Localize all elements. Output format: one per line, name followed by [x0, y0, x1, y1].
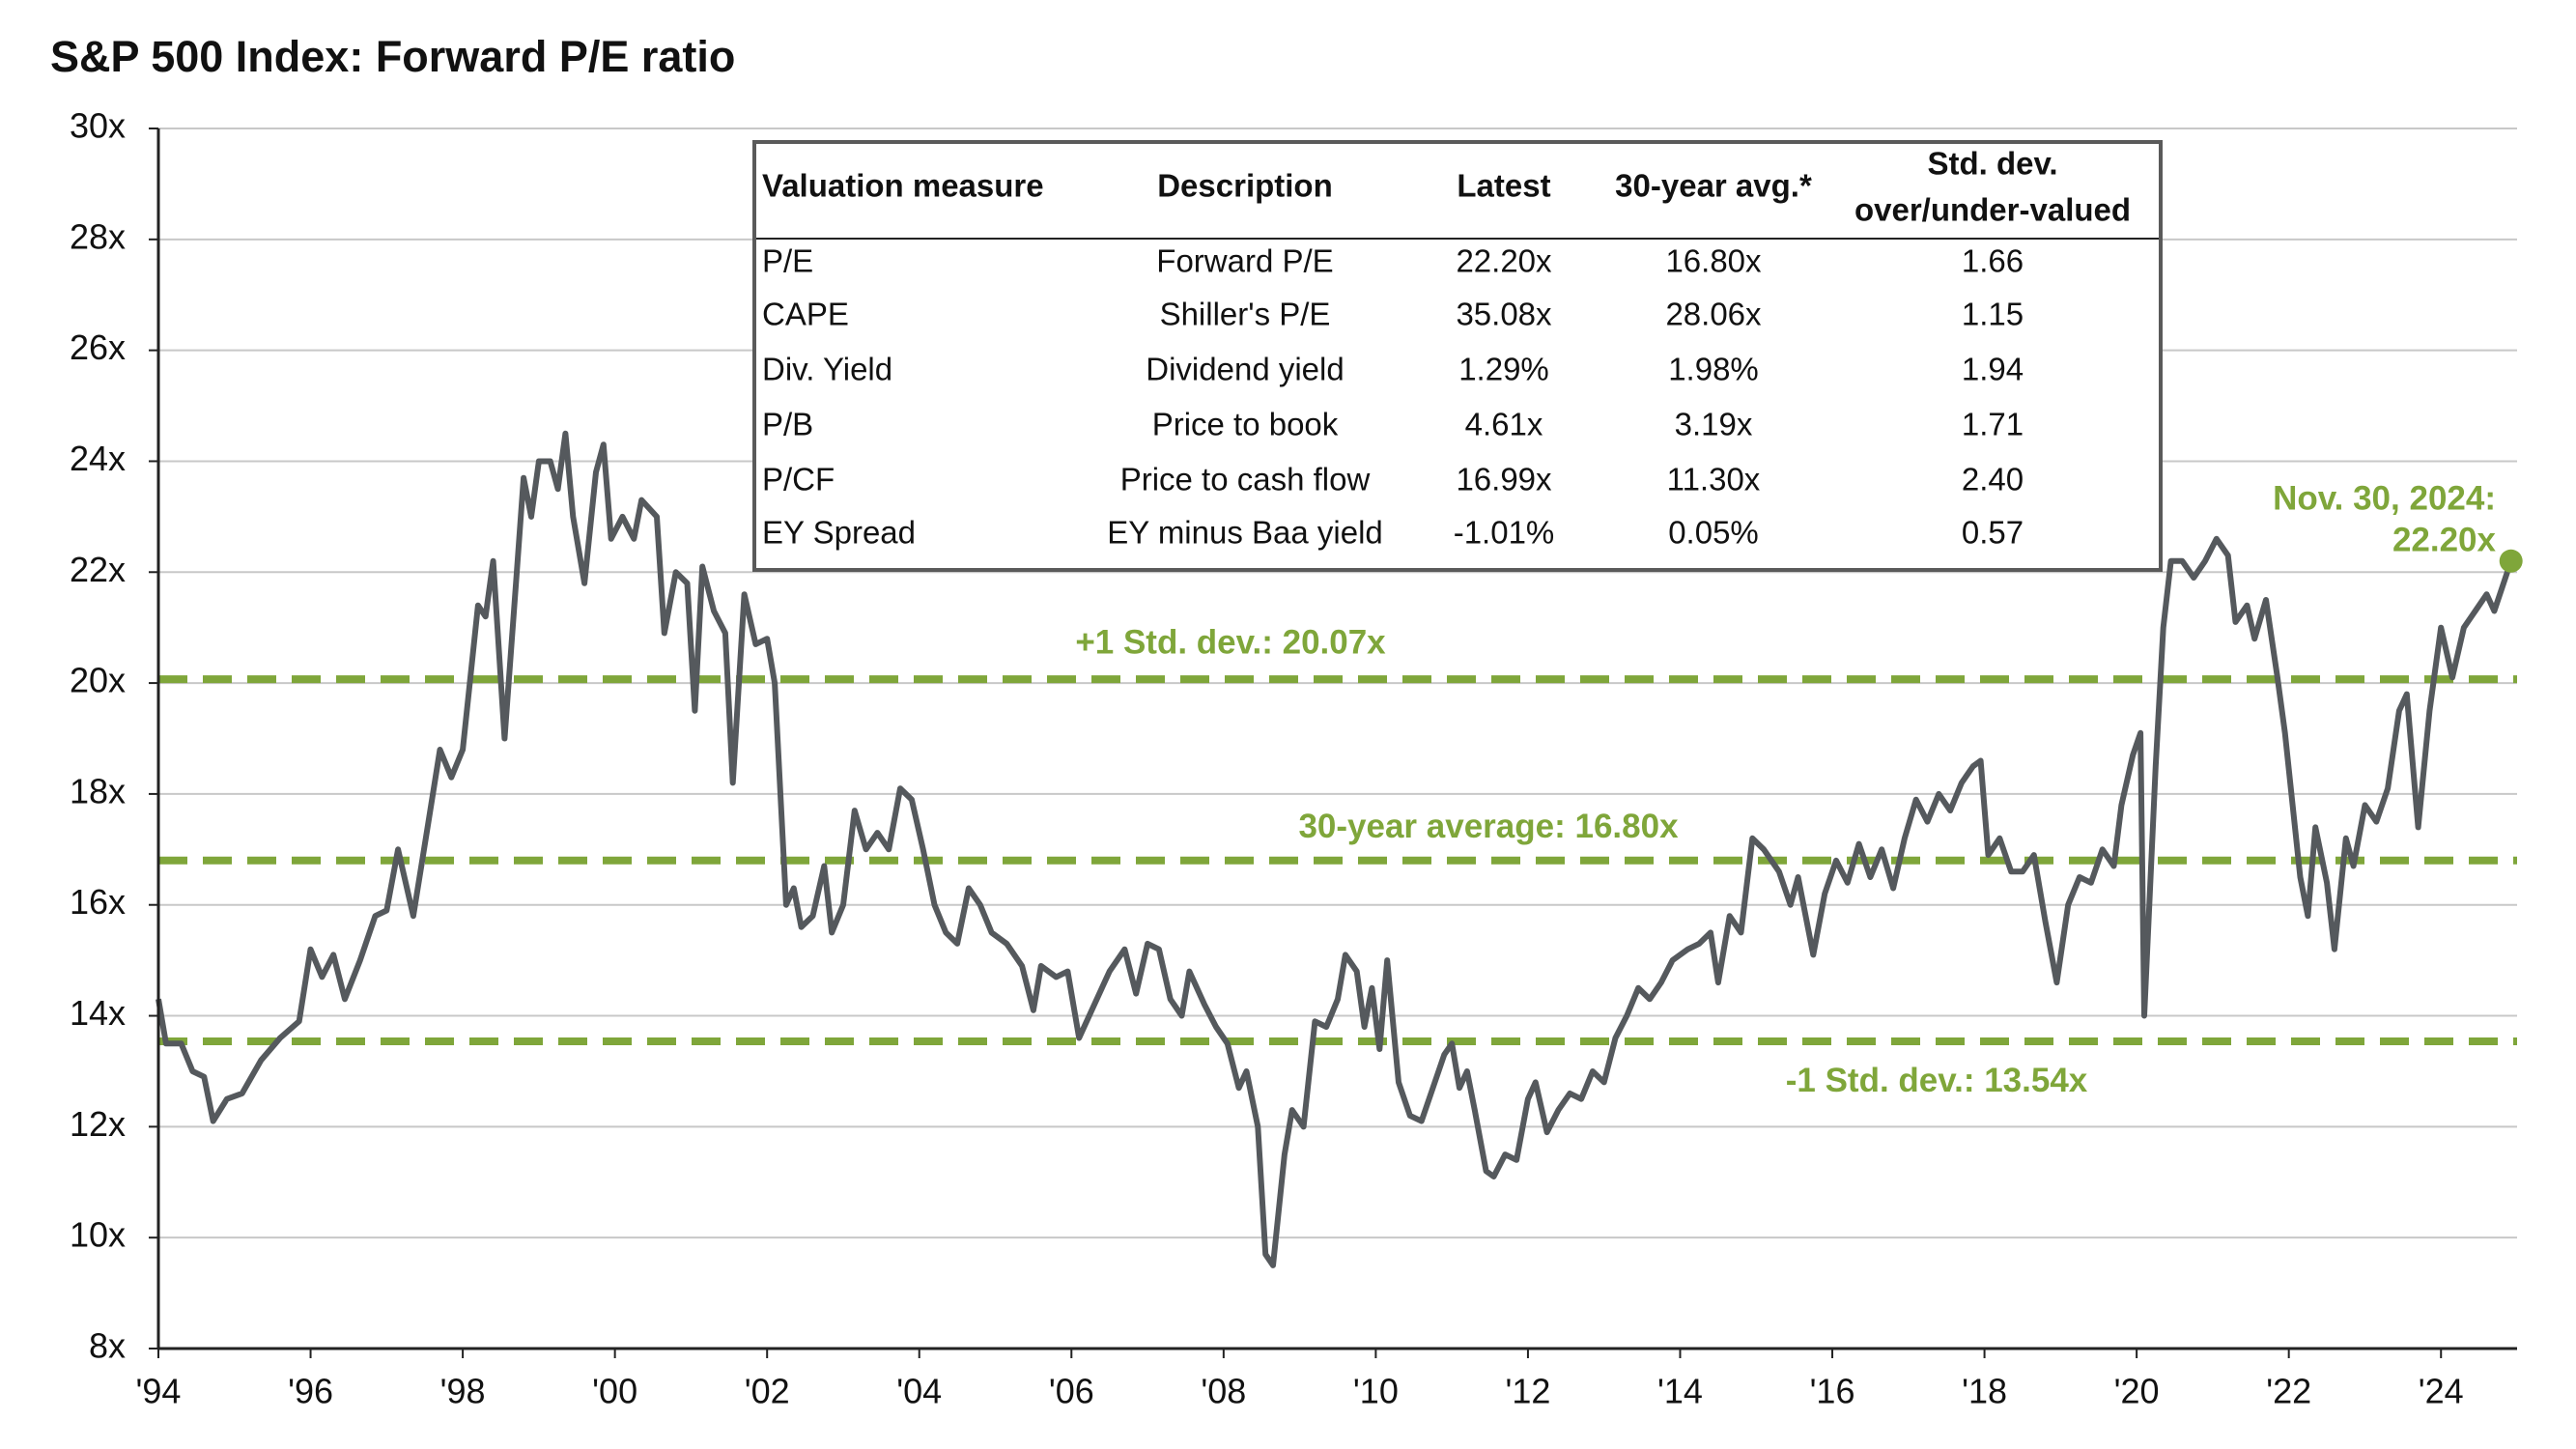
annotation: 22.20x — [2392, 521, 2497, 558]
y-tick-label: 26x — [70, 327, 126, 367]
table-cell: 35.08x — [1456, 297, 1552, 332]
table-header: Latest — [1457, 168, 1550, 204]
table-cell: 1.71 — [1962, 407, 2024, 442]
table-cell: 11.30x — [1667, 462, 1761, 497]
table-cell: 16.99x — [1456, 462, 1552, 497]
table-cell: Price to book — [1152, 407, 1339, 442]
x-tick-label: '00 — [592, 1372, 637, 1411]
table-cell: 1.94 — [1962, 352, 2024, 387]
table-cell: Price to cash flow — [1120, 462, 1371, 497]
table-header: Description — [1157, 168, 1333, 204]
plot: Nov. 30, 2024: 22.20x — [156, 430, 2523, 1268]
table-cell: 1.15 — [1962, 297, 2024, 332]
chart-title: S&P 500 Index: Forward P/E ratio — [50, 32, 735, 81]
table-cell: Dividend yield — [1146, 352, 1344, 387]
table-cell: Div. Yield — [762, 352, 892, 387]
table-header: Std. dev. — [1927, 146, 2057, 182]
x-tick-label: '24 — [2419, 1372, 2464, 1411]
table-header: Valuation measure — [762, 168, 1044, 204]
table-cell: CAPE — [762, 297, 849, 332]
y-tick-label: 22x — [70, 550, 126, 589]
x-tick-label: '02 — [745, 1372, 790, 1411]
table-cell: 16.80x — [1665, 243, 1762, 279]
reference-label: -1 Std. dev.: 13.54x — [1786, 1062, 2088, 1099]
reference-lines: +1 Std. dev.: 20.07x 30-year average: 16.… — [158, 623, 2517, 1099]
table-cell: -1.01% — [1454, 515, 1555, 551]
y-tick-label: 10x — [70, 1215, 126, 1255]
axes: 8x 10x 12x 14x 16x 18x 20x 22x 24x 26x 28x 30x '94 '9… — [70, 106, 2517, 1411]
table-cell: EY minus Baa yield — [1107, 515, 1383, 551]
table-cell: Shiller's P/E — [1160, 297, 1331, 332]
annotation: Nov. 30, 2024: — [2273, 479, 2496, 517]
table-cell: 28.06x — [1665, 297, 1762, 332]
x-tick-label: '10 — [1353, 1372, 1399, 1411]
table-cell: P/CF — [762, 462, 835, 497]
table-cell: P/B — [762, 407, 813, 442]
table-cell: P/E — [762, 243, 813, 279]
y-tick-label: 24x — [70, 439, 126, 478]
y-tick-label: 28x — [70, 216, 126, 256]
x-tick-label: '94 — [136, 1372, 182, 1411]
valuation-table: Valuation measure Description Latest 30-yea… — [752, 140, 2163, 572]
table-cell: 4.61x — [1465, 407, 1543, 442]
y-tick-label: 16x — [70, 882, 126, 922]
table-header: 30-year avg.* — [1615, 168, 1812, 204]
y-tick-label: 12x — [70, 1104, 126, 1144]
y-tick-label: 8x — [89, 1326, 126, 1366]
x-tick-label: '96 — [288, 1372, 333, 1411]
series-line — [156, 430, 2514, 1268]
x-tick-label: '22 — [2266, 1372, 2311, 1411]
table-cell: 1.29% — [1458, 352, 1549, 387]
table-cell: 2.40 — [1962, 462, 2024, 497]
reference-label: +1 Std. dev.: 20.07x — [1075, 623, 1386, 661]
table-header: over/under-valued — [1854, 192, 2131, 228]
x-tick-label: '14 — [1657, 1372, 1703, 1411]
table-cell: 0.05% — [1668, 515, 1759, 551]
x-tick-label: '04 — [896, 1372, 942, 1411]
latest-point — [2499, 549, 2523, 573]
table-cell: EY Spread — [762, 515, 916, 551]
table-cell: 1.66 — [1962, 243, 2024, 279]
table-cell: 0.57 — [1962, 515, 2024, 551]
y-tick-label: 18x — [70, 771, 126, 810]
reference-label: 30-year average: 16.80x — [1298, 808, 1679, 845]
x-tick-label: '98 — [440, 1372, 486, 1411]
x-tick-label: '08 — [1201, 1372, 1246, 1411]
x-tick-label: '16 — [1810, 1372, 1855, 1411]
x-tick-label: '20 — [2114, 1372, 2160, 1411]
x-tick-label: '12 — [1505, 1372, 1550, 1411]
x-tick-label: '18 — [1962, 1372, 2007, 1411]
y-tick-label: 30x — [70, 106, 126, 146]
table-cell: 22.20x — [1456, 243, 1552, 279]
table-cell: 3.19x — [1675, 407, 1753, 442]
table-cell: 1.98% — [1668, 352, 1759, 387]
table-cell: Forward P/E — [1156, 243, 1333, 279]
x-tick-label: '06 — [1049, 1372, 1094, 1411]
y-tick-label: 20x — [70, 661, 126, 700]
y-tick-label: 14x — [70, 993, 126, 1033]
table-frame — [752, 140, 2163, 572]
